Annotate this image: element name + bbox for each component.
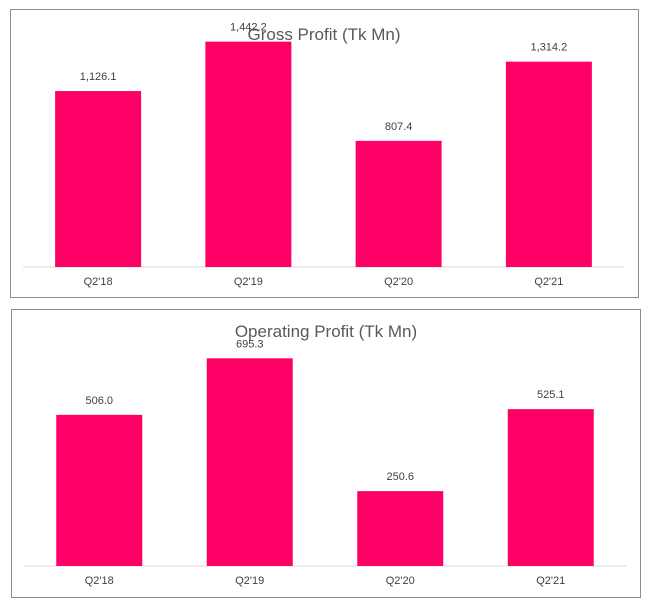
chart-title: Gross Profit (Tk Mn) xyxy=(247,25,400,44)
data-label: 1,314.2 xyxy=(531,42,568,54)
operating-profit-chart-svg: Operating Profit (Tk Mn) 506.0 Q2'18 695.3… xyxy=(24,322,626,587)
gross-profit-chart: Gross Profit (Tk Mn) 1,126.1 Q2'18 1,442.2… xyxy=(10,9,639,298)
data-label: 525.1 xyxy=(537,389,565,401)
data-label: 506.0 xyxy=(85,395,113,407)
bar-q219 xyxy=(206,358,293,566)
data-label: 1,442.2 xyxy=(230,22,267,34)
x-tick-label: Q2'19 xyxy=(235,575,264,587)
bar-q218 xyxy=(55,91,142,267)
x-tick-label: Q2'20 xyxy=(384,276,413,288)
bar-q220 xyxy=(355,140,442,267)
x-tick-label: Q2'18 xyxy=(84,276,113,288)
bar-q219 xyxy=(205,41,292,267)
data-label: 1,126.1 xyxy=(80,71,117,83)
bar-q220 xyxy=(357,491,444,566)
chart-title: Operating Profit (Tk Mn) xyxy=(235,322,417,341)
x-tick-label: Q2'18 xyxy=(85,575,114,587)
data-label: 695.3 xyxy=(236,338,264,350)
gross-profit-chart-svg: Gross Profit (Tk Mn) 1,126.1 Q2'18 1,442.2… xyxy=(23,22,624,288)
x-tick-label: Q2'21 xyxy=(534,276,563,288)
x-tick-label: Q2'19 xyxy=(234,276,263,288)
data-label: 807.4 xyxy=(385,121,413,133)
data-label: 250.6 xyxy=(386,471,414,483)
operating-profit-chart: Operating Profit (Tk Mn) 506.0 Q2'18 695.3… xyxy=(11,309,641,598)
x-tick-label: Q2'20 xyxy=(386,575,415,587)
bar-q221 xyxy=(505,61,592,267)
x-tick-label: Q2'21 xyxy=(536,575,565,587)
bar-q218 xyxy=(56,414,143,566)
bar-q221 xyxy=(507,409,594,566)
